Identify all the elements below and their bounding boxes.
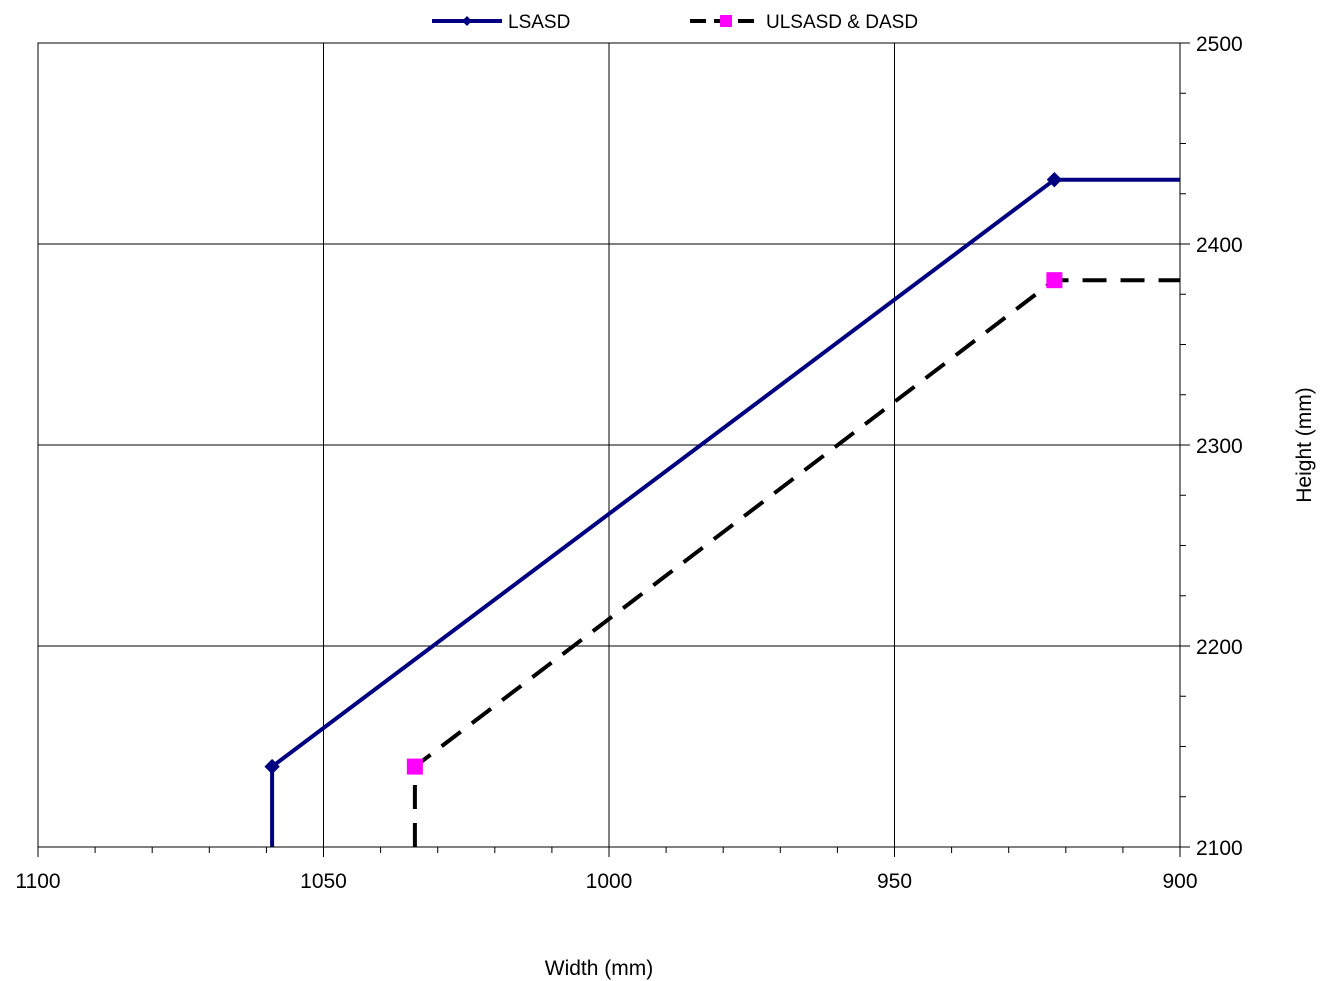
legend-label-1: LSASD	[508, 12, 570, 33]
x-axis-title: Width (mm)	[545, 957, 654, 980]
y-tick-label: 2200	[1196, 636, 1243, 659]
y-tick-label: 2500	[1196, 33, 1243, 56]
series-marker-square	[1046, 272, 1062, 288]
x-tick-label: 900	[1162, 870, 1197, 893]
x-tick-label: 950	[877, 870, 912, 893]
x-tick-label: 1000	[586, 870, 633, 893]
legend-marker-diamond	[462, 16, 472, 26]
y-tick-label: 2300	[1196, 435, 1243, 458]
y-axis-title: Height (mm)	[1293, 387, 1316, 503]
x-tick-label: 1050	[300, 870, 347, 893]
x-tick-label: 1100	[15, 870, 60, 893]
y-tick-label: 2400	[1196, 234, 1243, 257]
legend-marker-square	[720, 15, 732, 27]
series-marker-square	[407, 759, 423, 775]
legend-label-2: ULSASD & DASD	[766, 12, 918, 33]
legend: LSASD ULSASD & DASD	[432, 12, 918, 33]
y-tick-label: 2100	[1196, 837, 1243, 860]
